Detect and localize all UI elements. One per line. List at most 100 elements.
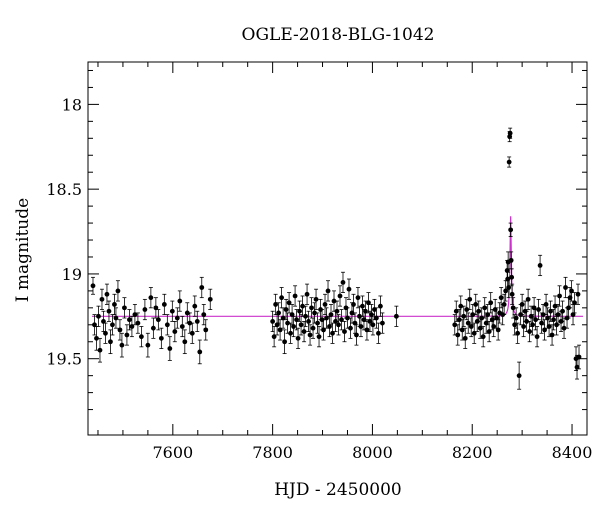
data-point: [525, 296, 531, 302]
data-point: [310, 325, 316, 331]
data-point: [530, 322, 536, 328]
data-point: [374, 315, 379, 321]
data-point: [467, 296, 473, 302]
data-point: [509, 274, 515, 280]
data-point: [345, 315, 350, 321]
data-point: [464, 307, 470, 312]
data-point: [324, 315, 329, 321]
data-point: [380, 320, 385, 326]
data-point: [533, 317, 539, 323]
data-point: [321, 327, 326, 333]
data-point: [291, 324, 296, 329]
data-point: [480, 334, 486, 340]
data-point: [513, 315, 519, 321]
data-point: [536, 307, 541, 312]
data-point: [519, 302, 525, 307]
plot-frame: [87, 61, 588, 436]
axes: 7600 7800 8000 8200 8400 18 18.5 19 19.5: [46, 61, 593, 462]
data-point: [316, 334, 322, 340]
data-point: [135, 320, 141, 326]
data-point: [325, 288, 331, 294]
data-point: [543, 302, 549, 307]
data-point: [127, 317, 132, 323]
data-point: [158, 335, 164, 341]
data-point: [177, 298, 183, 304]
y-tick-label: 19: [62, 265, 82, 284]
data-point: [153, 305, 159, 311]
x-tick-label: 8000: [352, 443, 393, 462]
x-tick-label: 7800: [252, 443, 293, 462]
data-point: [503, 288, 509, 294]
data-point: [101, 319, 106, 324]
data-point: [112, 302, 117, 307]
y-tick-label: 18: [62, 95, 82, 114]
chart-title: OGLE-2018-BLG-1042: [242, 25, 435, 45]
data-point: [271, 334, 277, 340]
data-point: [461, 313, 467, 319]
data-point: [301, 329, 307, 334]
data-point: [370, 322, 376, 328]
data-point: [129, 324, 135, 329]
data-point: [546, 324, 552, 329]
data-point: [92, 322, 97, 328]
data-point: [468, 324, 474, 329]
data-point: [307, 332, 313, 338]
data-point: [161, 302, 167, 307]
data-point: [494, 315, 500, 321]
data-point: [277, 327, 283, 333]
data-point: [465, 320, 471, 326]
data-point: [527, 329, 533, 334]
data-point: [340, 280, 346, 285]
data-point: [117, 327, 123, 333]
data-point: [313, 296, 319, 302]
data-point: [452, 322, 458, 328]
data-point: [298, 322, 304, 328]
data-point: [348, 325, 353, 331]
data-point: [491, 324, 497, 329]
data-point: [515, 330, 521, 336]
y-tick-label: 18.5: [46, 180, 82, 199]
data-point: [561, 325, 567, 331]
data-point: [510, 305, 516, 311]
data-point: [486, 329, 492, 334]
data-point: [99, 296, 105, 302]
data-point: [508, 227, 514, 233]
data-point: [574, 364, 580, 370]
x-tick-label: 8400: [552, 443, 593, 462]
data-point: [199, 285, 205, 290]
data-point: [167, 346, 173, 351]
data-point: [187, 320, 193, 326]
x-axis-label: HJD - 2450000: [274, 480, 402, 500]
data-point: [555, 312, 561, 318]
data-point: [292, 293, 298, 299]
data-point: [315, 320, 320, 326]
data-point: [124, 332, 130, 338]
data-point: [516, 373, 522, 379]
data-point: [172, 329, 178, 334]
data-point: [479, 315, 485, 321]
data-point: [192, 303, 198, 309]
data-point: [90, 283, 96, 289]
data-point: [540, 312, 546, 318]
data-point: [455, 332, 461, 338]
data-point: [297, 308, 302, 314]
data-point: [366, 300, 371, 306]
data-point: [104, 291, 110, 297]
data-point: [280, 315, 286, 321]
data-point: [498, 295, 504, 301]
data-point: [453, 308, 459, 314]
data-point: [303, 313, 308, 319]
data-point: [174, 315, 180, 321]
data-point: [569, 288, 574, 294]
data-point: [274, 322, 280, 328]
data-point: [509, 291, 515, 297]
data-point: [288, 330, 293, 336]
data-point: [458, 303, 464, 309]
data-point: [506, 159, 512, 165]
data-point: [473, 302, 479, 307]
data-point: [108, 339, 113, 345]
data-point: [300, 303, 305, 309]
data-point: [103, 330, 108, 336]
data-point: [376, 330, 381, 336]
